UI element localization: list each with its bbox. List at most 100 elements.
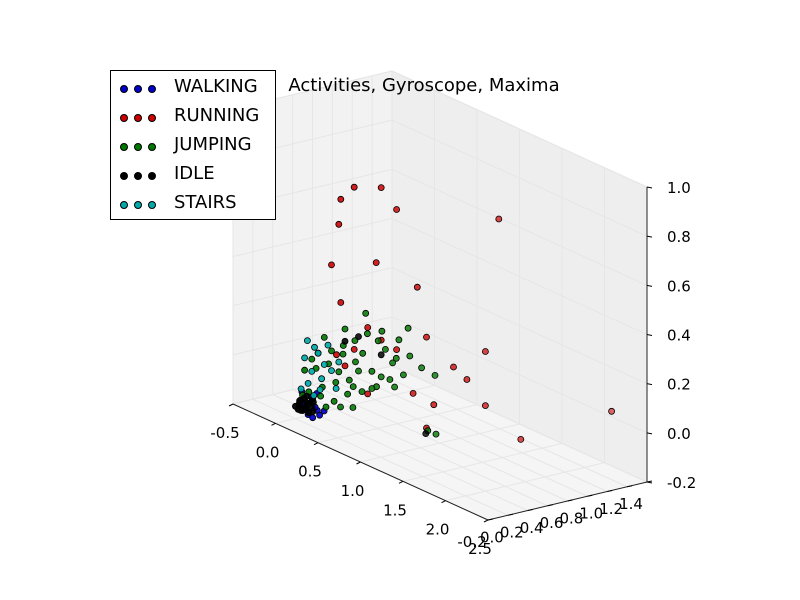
data-point [297,385,305,393]
legend-marker [134,85,142,93]
data-point [352,358,359,366]
data-point [391,383,399,391]
x-tick-mark [356,461,361,465]
data-point [335,220,343,228]
series-running [328,183,615,443]
data-point [393,346,401,354]
grid-line-y [312,384,568,502]
data-point [517,435,525,443]
data-point [481,348,489,355]
x-tick-mark [271,422,276,426]
data-point [364,390,372,398]
data-point [309,398,317,406]
data-point [393,206,401,213]
z-tick-label: 0.6 [667,277,691,295]
y-tick-label: -0.2 [457,533,486,551]
data-point [302,398,310,406]
z-tick-mark [646,186,653,189]
y-tick-label: 0.2 [500,524,524,542]
data-point [423,333,430,341]
grid-line-z [232,316,393,356]
legend-marker [148,114,156,122]
data-point [320,333,328,341]
tick-labels: -0.50.00.51.01.52.02.5-0.20.00.20.40.60.… [210,179,696,558]
grid-line-z [232,218,393,257]
data-point [409,389,417,397]
series-stairs [297,337,343,399]
axes-panes [231,70,649,521]
data-point [374,337,382,345]
data-point [322,403,330,411]
data-point [330,397,338,405]
legend-marker [120,85,128,93]
y-tick-mark [567,499,573,502]
data-point [335,358,343,366]
data-point [392,354,400,362]
data-point [463,376,471,383]
data-point [309,408,317,415]
legend-marker [120,172,128,180]
data-point [386,376,394,383]
data-point [364,324,372,331]
grid-line-y [352,375,608,492]
data-point [337,299,345,306]
grid-line-z [232,365,393,405]
data-point [377,351,385,359]
x-tick-label: -0.5 [210,424,239,442]
data-point [413,283,421,291]
x-tick-label: 1.0 [341,482,365,500]
data-point [432,430,440,438]
data-point [333,351,340,359]
data-point [377,373,385,381]
grid-line-y [332,379,588,497]
data-point [358,388,366,396]
data-point [368,385,376,392]
data-point [362,309,370,317]
series-jumping [299,309,440,438]
grid-line-y [292,389,548,507]
data-point [308,355,316,363]
data-point [350,183,358,191]
y-tick-label: 0.8 [559,509,583,527]
legend-marker [148,85,156,93]
data-point [389,359,397,367]
data-point [310,392,318,399]
data-point [328,367,335,375]
y-tick-mark [487,518,494,521]
z-tick-mark [646,383,653,386]
z-tick-mark [646,334,653,336]
y-tick-mark [527,509,533,511]
series-idle [291,333,430,438]
grid-line-z [391,365,648,483]
y-tick-label: 1.2 [599,500,623,518]
data-point [495,215,503,223]
grid-line-z [391,218,648,335]
data-point [341,362,349,370]
legend-label: WALKING [174,76,258,97]
legend-marker [134,114,142,122]
legend-marker [148,201,156,209]
grid-line-z [391,70,648,188]
data-point [303,337,311,345]
legend-label: IDLE [174,163,215,184]
x-tick-label: 1.5 [383,501,407,519]
legend-marker [148,172,156,180]
data-point [341,337,349,345]
grid-line-z [391,316,648,434]
data-point [406,352,414,360]
legend-marker [148,143,156,151]
z-tick-label: 0.0 [667,425,691,443]
y-tick-label: 1.0 [579,505,603,523]
data-points [291,183,615,443]
chart-title: Activities, Gyroscope, Maxima [288,75,559,96]
data-point [430,401,438,409]
legend-marker [120,201,128,209]
data-point [399,371,407,379]
legend-entry-stairs: STAIRS [111,189,275,218]
legend-label: JUMPING [174,134,252,155]
z-tick-label: 0.2 [667,376,691,394]
y-tick-label: 0.6 [540,514,564,532]
data-point [317,392,325,400]
legend-label: RUNNING [174,105,260,126]
